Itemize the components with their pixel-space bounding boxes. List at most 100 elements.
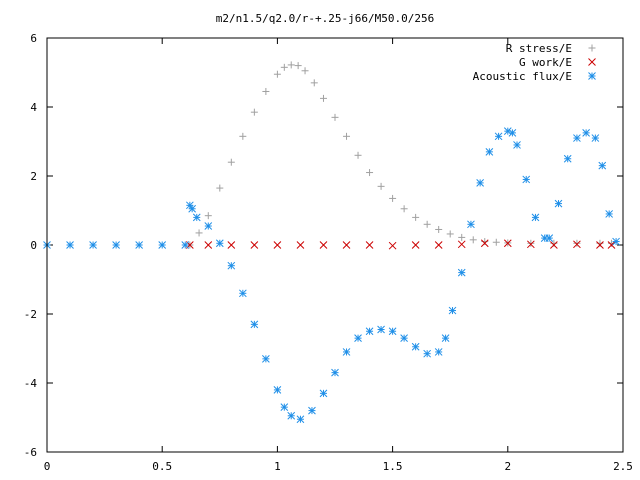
data-point [112,241,120,249]
data-point [457,240,466,249]
data-point [411,241,420,249]
data-point [185,201,194,210]
data-point [423,349,432,358]
legend-marker [588,58,596,66]
x-tick-label: 2 [504,460,511,473]
data-point [188,204,197,213]
data-point [365,327,374,336]
data-point [494,132,503,141]
data-point [319,241,328,249]
data-point [66,241,74,249]
series-1 [185,239,616,250]
y-tick-label: -6 [24,446,37,459]
data-point [227,158,235,166]
x-tick-label: 2.5 [613,460,633,473]
data-point [441,334,450,343]
data-point [508,129,517,137]
data-point [412,213,420,221]
data-point [434,348,443,356]
data-point [287,411,296,420]
data-point [227,241,236,249]
data-point [476,179,485,187]
data-point [554,199,563,208]
data-point [262,354,270,363]
data-point [343,132,351,140]
data-point [607,241,616,249]
data-point [598,161,607,170]
data-point [273,70,281,78]
data-point [469,236,477,244]
data-point [458,233,466,241]
data-point [377,325,385,334]
data-point [605,210,614,218]
data-point [527,239,535,247]
x-tick-label: 0 [44,460,51,473]
data-point [287,61,295,69]
data-point [262,87,270,95]
axis-ticks: 0 0.5 1 1.5 2 2.5 6 4 2 0 -2 -4 -6 [24,32,633,473]
data-point [280,403,289,412]
data-point [310,79,318,87]
data-point [612,237,620,246]
data-point [216,184,224,192]
data-point [204,241,213,249]
data-point [485,147,494,156]
data-point [342,348,351,356]
x-tick-label: 1 [274,460,281,473]
data-point [195,229,203,237]
data-point [296,241,305,249]
x-tick-label: 0.5 [152,460,172,473]
data-point [513,141,521,149]
data-point [301,67,309,75]
data-point [582,129,590,137]
data-point [522,175,531,184]
data-point [158,241,167,249]
data-point [238,289,247,298]
data-point [457,268,466,277]
data-point [467,220,475,229]
series-2 [43,127,620,424]
data-point [227,261,236,270]
data-point [377,182,385,190]
data-point [294,62,302,70]
data-point [280,63,288,71]
data-point [215,239,224,248]
data-point [480,239,489,248]
data-point [135,241,144,249]
series-layer [43,61,620,424]
data-point [573,240,581,249]
data-point [389,194,397,202]
data-point [435,225,443,233]
data-point [181,241,190,249]
data-point [366,169,374,177]
data-point [400,334,408,343]
data-point [563,154,572,163]
y-tick-label: 6 [30,32,37,45]
data-point [296,415,305,424]
data-point [423,220,431,228]
data-point [411,342,420,351]
y-tick-label: -4 [24,377,38,390]
data-point [89,241,97,249]
data-point [434,241,443,249]
data-point [354,334,362,343]
data-point [204,212,212,220]
data-point [531,213,540,222]
y-tick-label: -2 [24,308,37,321]
data-point [331,368,339,377]
data-point [239,132,247,140]
data-point [446,230,454,238]
data-point [204,222,213,230]
data-point [492,238,500,246]
data-point [503,127,512,136]
legend-marker [588,44,596,52]
data-point [319,94,327,102]
y-tick-label: 2 [30,170,37,183]
legend-label: R stress/E [506,42,572,55]
data-point [354,151,362,159]
data-point [400,205,408,213]
data-point [250,108,258,116]
legend-label: G work/E [519,56,572,69]
